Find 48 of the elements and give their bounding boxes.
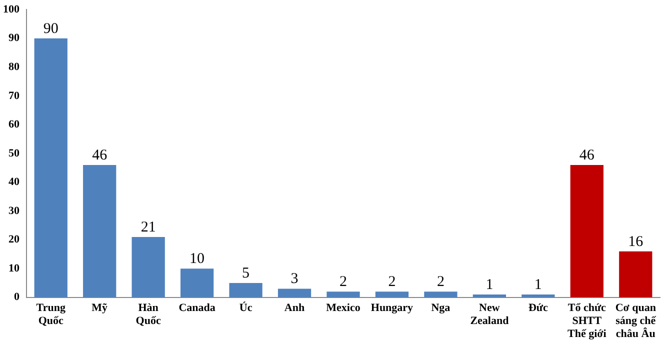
bar (34, 38, 68, 298)
y-tick-label: 100 (3, 3, 20, 16)
x-tick-label: Canada (178, 302, 216, 314)
y-tick-label: 90 (8, 32, 20, 44)
x-tick-label: Cơ quan sáng chế châu Âu (615, 302, 657, 340)
data-label: 1 (534, 276, 542, 293)
y-tick-label: 70 (8, 90, 20, 102)
x-tick-label: Trung Quốc (36, 302, 66, 328)
bar (278, 288, 312, 298)
y-tick-label: 80 (8, 61, 20, 74)
x-tick-label: Anh (284, 302, 305, 314)
bar (424, 292, 458, 298)
y-tick-label: 50 (8, 147, 20, 160)
bar (132, 236, 165, 298)
x-tick-label: Mexico (326, 302, 361, 314)
bar (326, 292, 360, 298)
y-tick-label: 10 (8, 262, 20, 274)
bar (180, 268, 214, 298)
x-tick-label: New Zealand (470, 302, 509, 328)
x-tick-label: Úc (239, 300, 252, 314)
y-tick-label: 0 (14, 291, 20, 304)
bar (83, 165, 116, 298)
x-tick-label: Nga (431, 302, 451, 314)
x-tick-label: Hàn Quốc (136, 302, 161, 328)
data-label: 46 (579, 147, 595, 164)
data-label: 46 (92, 147, 108, 164)
bar (619, 251, 652, 298)
data-label: 2 (340, 274, 347, 290)
bar (229, 283, 262, 298)
data-label: 1 (486, 276, 494, 293)
data-label: 2 (436, 274, 444, 290)
x-tick-label: Đức (528, 302, 548, 314)
x-tick-label: Tổ chức SHTT Thế giới (568, 302, 606, 340)
y-tick-label: 60 (8, 118, 20, 131)
data-label: 16 (628, 234, 644, 250)
y-tick-label: 30 (8, 204, 20, 217)
x-tick-label: Mỹ (92, 302, 108, 314)
data-label: 3 (290, 271, 298, 288)
y-tick-label: 20 (8, 234, 20, 246)
x-tick-label: Hungary (370, 302, 414, 314)
data-label: 5 (242, 265, 250, 282)
y-tick-label: 40 (8, 176, 20, 188)
data-label: 21 (140, 219, 156, 236)
data-label: 10 (190, 251, 205, 268)
data-label: 90 (43, 20, 58, 37)
bar (375, 292, 409, 298)
data-label: 2 (388, 274, 396, 290)
bar (570, 165, 604, 298)
